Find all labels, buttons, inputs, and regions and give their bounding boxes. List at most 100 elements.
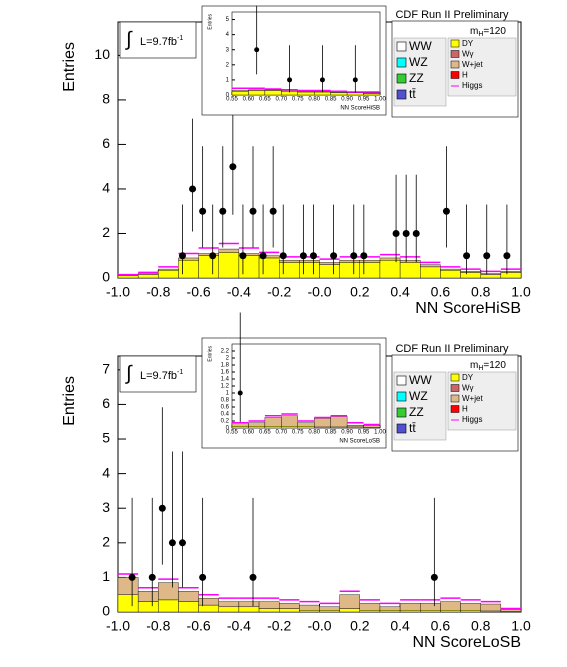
histogram-bar [440, 601, 461, 611]
histogram-bar [299, 259, 320, 263]
histogram-bar [299, 610, 320, 613]
histogram-bar [158, 582, 179, 601]
legend-label: DY [462, 373, 474, 382]
histogram-bar [198, 604, 219, 613]
data-point [319, 77, 325, 83]
histogram-bar [248, 422, 266, 427]
histogram-bar [399, 603, 421, 611]
histogram-bar [359, 610, 381, 613]
y-tick-label: 2 [102, 534, 110, 550]
legend-swatch [396, 391, 407, 402]
histogram-bar [198, 597, 219, 606]
x-tick-label: 0.4 [390, 618, 410, 634]
data-point [330, 252, 338, 260]
histogram-bar [346, 92, 364, 96]
x-tick-label: -1.0 [106, 618, 130, 634]
x-tick-label: 0.95 [358, 430, 370, 436]
data-point [269, 207, 277, 215]
histogram-bar [158, 599, 179, 613]
data-point [392, 229, 400, 237]
x-tick-label: -0.8 [146, 284, 170, 300]
lumi-integral: ∫ [125, 362, 133, 384]
legend-swatch [396, 73, 407, 84]
histogram-bar [399, 610, 421, 613]
histogram-bar [281, 426, 298, 429]
data-point [239, 252, 247, 260]
histogram-bar [264, 89, 282, 91]
histogram-bar [238, 253, 260, 256]
histogram-bar [137, 274, 159, 279]
histogram-bar [279, 259, 300, 263]
y-tick-label: 0 [102, 269, 110, 285]
header: CDF Run II Preliminary [395, 343, 509, 355]
legend-swatch [396, 41, 407, 52]
x-tick-label: 0.90 [341, 97, 353, 103]
histogram-bar [420, 603, 441, 611]
x-tick-label: -0.0 [307, 618, 331, 634]
histogram-bar [339, 262, 360, 279]
histogram-bar [480, 603, 502, 612]
histogram-bar [359, 603, 381, 611]
inset-y-title: Entries [207, 346, 213, 362]
x-tick-label: 0.60 [243, 97, 255, 103]
y-tick-label: 1.6 [221, 370, 230, 376]
histogram-bar [460, 603, 481, 611]
x-tick-label: 1.00 [374, 97, 386, 103]
legend-swatch [450, 373, 460, 382]
legend-swatch [396, 375, 407, 386]
histogram-bar [440, 268, 461, 271]
legend-label: W+jet [462, 394, 483, 403]
y-tick-label: 1.4 [221, 377, 230, 383]
inset-x-title: NN ScoreHiSB [340, 106, 380, 112]
histogram-bar [319, 262, 340, 265]
histogram-bar [379, 259, 401, 279]
histogram-bar [264, 426, 282, 429]
mass-rest: =120 [483, 26, 506, 37]
histogram-bar [137, 591, 159, 602]
histogram-bar [339, 594, 360, 609]
y-tick-label: 3 [102, 499, 110, 515]
mass-sub: H [478, 31, 483, 38]
y-tick-label: 1 [226, 391, 230, 397]
y-tick-label: 0 [226, 426, 230, 432]
data-point [148, 573, 156, 581]
data-point [402, 229, 410, 237]
data-point [483, 252, 491, 260]
histogram-bar [248, 426, 266, 429]
legend-swatch [450, 71, 460, 79]
histogram-bar [281, 415, 298, 427]
y-tick-label: 2.2 [221, 349, 230, 355]
histogram-bar [137, 601, 159, 613]
histogram-bar [231, 426, 249, 429]
y-tick-label: 0.2 [221, 419, 230, 425]
histogram-bar [500, 609, 522, 612]
data-point [249, 573, 257, 581]
legend-right-box [447, 371, 517, 431]
histogram-bar [258, 255, 280, 259]
legend-swatch [450, 394, 460, 403]
data-point [199, 207, 207, 215]
histogram-bar [258, 257, 280, 279]
histogram-bar [420, 610, 441, 613]
legend-swatch [396, 57, 407, 68]
legend-right-box [447, 37, 517, 97]
histogram-bar [363, 93, 381, 96]
histogram-bar [178, 591, 199, 602]
histogram-bar [297, 426, 315, 429]
inset-plot-frame [231, 343, 381, 429]
legend-label: H [462, 405, 468, 414]
mass-m: m [470, 360, 478, 371]
x-tick-label: 0.6 [431, 618, 451, 634]
data-point [178, 539, 186, 547]
histogram-bar [218, 252, 240, 279]
y-tick-label: 1 [226, 77, 230, 83]
lumi-superscript: -1 [177, 35, 183, 42]
data-point [287, 77, 293, 83]
x-tick-label: -0.6 [187, 618, 211, 634]
histogram-bar [314, 418, 331, 428]
x-tick-label: 0.85 [325, 97, 337, 103]
legend-label: ZZ [409, 405, 424, 419]
x-tick-label: 0.2 [350, 618, 370, 634]
